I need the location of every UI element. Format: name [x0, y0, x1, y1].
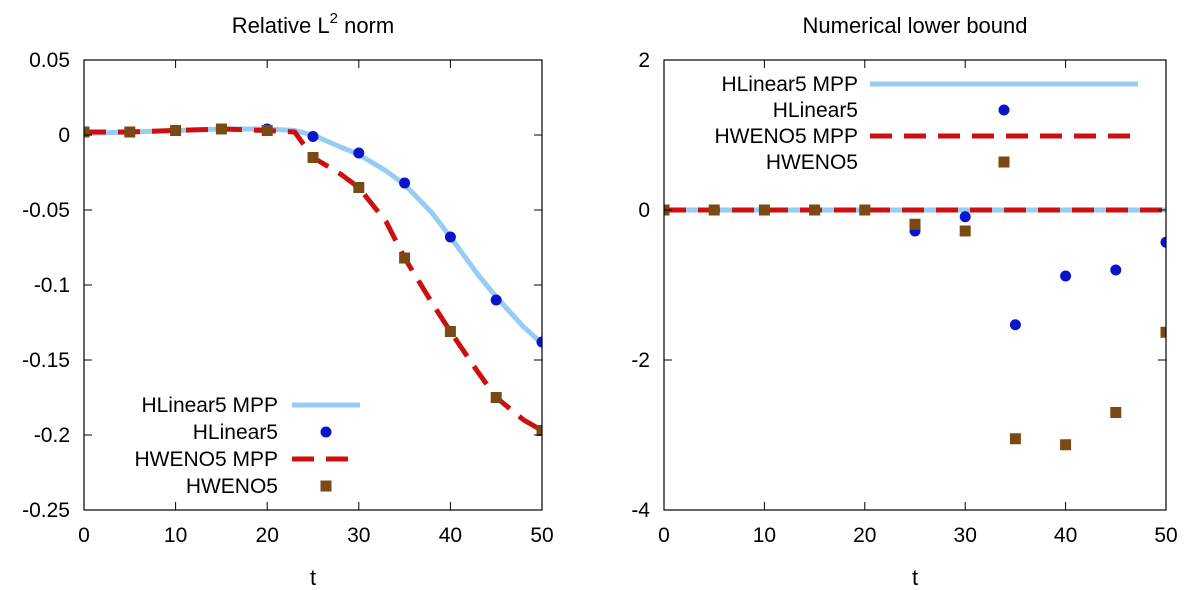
series-hlinear5-point — [1009, 319, 1021, 331]
legend-swatch-point — [320, 426, 332, 438]
series-hweno5-marker — [1110, 407, 1122, 418]
series-hlinear5-point — [444, 231, 456, 243]
series-hweno5-marker — [353, 182, 365, 193]
series-hweno5-marker — [399, 252, 411, 264]
y-tick-label: 0 — [58, 124, 70, 147]
series-hweno5-marker — [261, 125, 273, 136]
series-hweno5-marker — [170, 125, 182, 136]
x-axis-label: t — [912, 565, 918, 590]
x-tick-label: 0 — [658, 524, 670, 547]
x-tick-label: 10 — [753, 524, 776, 547]
series-hlinear5-point — [1160, 236, 1166, 248]
chart-title: Relative L2 norm — [232, 10, 394, 38]
series-hlinear5-point — [1060, 270, 1072, 282]
legend-label: HLinear5 MPP — [721, 73, 858, 96]
y-tick-label: -0.05 — [22, 199, 70, 222]
series-hweno5-marker — [84, 126, 90, 138]
legend-swatch-point — [998, 104, 1010, 116]
series-hlinear5-point — [959, 211, 971, 223]
y-tick-label: 2 — [638, 49, 650, 72]
legend-label: HLinear5 — [193, 421, 278, 444]
series-hweno5-marker — [307, 152, 319, 163]
series-hweno5-marker — [809, 204, 821, 216]
legend: HLinear5 MPP HLinear5 HWENO5 MPP HWENO5 — [134, 394, 360, 498]
series-hweno5-marker — [1060, 439, 1072, 451]
legend-swatch-square — [998, 156, 1010, 168]
y-tick-label: -0.2 — [34, 424, 70, 447]
legend-swatch-square — [320, 480, 332, 492]
legend-label: HLinear5 MPP — [141, 394, 278, 417]
x-tick-label: 30 — [954, 524, 977, 547]
series-hlinear5-point — [490, 294, 502, 306]
x-tick-label: 20 — [256, 524, 279, 547]
series-hweno5-marker — [959, 225, 971, 237]
series-hlinear5-point — [399, 177, 411, 189]
title-suffix: norm — [338, 13, 394, 38]
x-tick-label: 50 — [1154, 524, 1177, 547]
legend-label: HWENO5 — [186, 475, 278, 498]
series-hweno5-marker — [1009, 433, 1021, 445]
series-hweno5-marker — [444, 326, 456, 337]
legend: HLinear5 MPP HLinear5 HWENO5 MPP HWENO5 — [714, 73, 1138, 174]
chart-title: Numerical lower bound — [803, 13, 1028, 38]
legend-label: HLinear5 — [773, 99, 858, 122]
series-hweno5-marker — [708, 204, 720, 216]
y-tick-label: -2 — [631, 349, 650, 372]
y-tick-label: 0.05 — [29, 49, 70, 72]
x-tick-label: 10 — [164, 524, 187, 547]
legend-label: HWENO5 MPP — [714, 125, 858, 148]
plot-frame — [83, 59, 543, 511]
series-hweno5-marker — [758, 204, 770, 216]
chart-panel-1: Relative L2 norm 0 10 20 30 40 50 0.05 0 -0.05 -0.… — [22, 10, 554, 590]
x-tick-label: 30 — [347, 524, 370, 547]
x-tick-label: 20 — [853, 524, 876, 547]
series-hweno5-marker — [490, 392, 502, 403]
plot-frame — [663, 59, 1167, 511]
plot-area — [664, 204, 1166, 451]
y-tick-label: -0.25 — [22, 499, 70, 522]
series-hweno5-marker — [909, 218, 921, 230]
series-hlinear5-point — [353, 147, 365, 159]
series-hweno5-marker — [215, 123, 227, 135]
y-tick-label: 0 — [638, 199, 650, 222]
series-hlinear5-point — [1110, 264, 1122, 276]
legend-label: HWENO5 MPP — [134, 448, 278, 471]
series-hlinear5-point — [307, 131, 319, 142]
series-hweno5-mpp-line — [84, 126, 542, 433]
y-tick-label: -0.15 — [22, 349, 70, 372]
x-tick-label: 0 — [78, 524, 90, 547]
x-tick-label: 50 — [530, 524, 553, 547]
y-tick-label: -0.1 — [34, 274, 70, 297]
legend-label: HWENO5 — [766, 151, 858, 174]
title-superscript: 2 — [330, 10, 338, 27]
series-hweno5-marker — [1160, 326, 1166, 338]
x-axis-label: t — [310, 565, 316, 590]
plot-area — [84, 123, 542, 436]
x-tick-label: 40 — [439, 524, 462, 547]
series-hlinear5-point — [536, 336, 542, 348]
x-tick-label: 40 — [1054, 524, 1077, 547]
series-hweno5-marker — [859, 204, 871, 216]
series-hweno5-marker — [536, 425, 542, 436]
series-hweno5-marker — [124, 126, 136, 138]
y-tick-label: -4 — [631, 499, 650, 522]
